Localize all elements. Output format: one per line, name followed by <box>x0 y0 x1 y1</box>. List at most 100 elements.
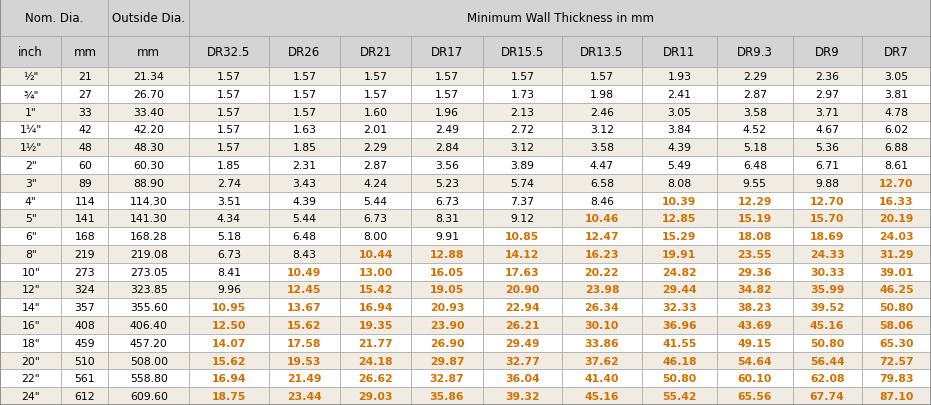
Text: 12.50: 12.50 <box>211 320 246 330</box>
Bar <box>562 139 641 157</box>
Text: mm: mm <box>137 46 160 59</box>
Text: 6.73: 6.73 <box>217 249 241 259</box>
Text: 406.40: 406.40 <box>129 320 168 330</box>
Text: 8.46: 8.46 <box>590 196 614 206</box>
Text: 8.08: 8.08 <box>668 178 692 188</box>
Bar <box>862 387 931 405</box>
Text: 1.57: 1.57 <box>435 72 459 82</box>
Bar <box>717 157 792 175</box>
Text: 1.57: 1.57 <box>217 125 241 135</box>
Bar <box>717 369 792 387</box>
Bar <box>792 37 862 68</box>
Text: 12.88: 12.88 <box>430 249 464 259</box>
Text: 3.12: 3.12 <box>510 143 534 153</box>
Bar <box>109 68 189 86</box>
Text: DR21: DR21 <box>359 46 392 59</box>
Text: Nom. Dia.: Nom. Dia. <box>25 12 84 25</box>
Text: 508.00: 508.00 <box>129 356 168 366</box>
Bar <box>0 298 61 316</box>
Text: 15.62: 15.62 <box>287 320 321 330</box>
Bar <box>269 281 340 298</box>
Bar <box>717 228 792 245</box>
Text: 219.08: 219.08 <box>129 249 168 259</box>
Bar <box>641 104 717 121</box>
Bar <box>269 245 340 263</box>
Text: 609.60: 609.60 <box>129 391 168 401</box>
Bar <box>862 210 931 228</box>
Bar <box>862 68 931 86</box>
Bar <box>482 68 562 86</box>
Text: 30.10: 30.10 <box>585 320 619 330</box>
Bar <box>269 210 340 228</box>
Text: 1.57: 1.57 <box>292 90 317 100</box>
Bar <box>562 281 641 298</box>
Text: 48.30: 48.30 <box>133 143 164 153</box>
Text: 32.87: 32.87 <box>429 373 465 384</box>
Bar <box>862 104 931 121</box>
Text: 37.62: 37.62 <box>585 356 619 366</box>
Bar <box>109 192 189 210</box>
Bar <box>562 228 641 245</box>
Bar <box>340 139 412 157</box>
Bar <box>0 281 61 298</box>
Bar <box>641 316 717 334</box>
Bar <box>862 334 931 352</box>
Text: 38.23: 38.23 <box>737 303 772 312</box>
Bar <box>717 281 792 298</box>
Text: 6.88: 6.88 <box>884 143 909 153</box>
Text: 43.69: 43.69 <box>737 320 772 330</box>
Bar <box>340 37 412 68</box>
Text: 1.57: 1.57 <box>292 72 317 82</box>
Bar <box>269 316 340 334</box>
Bar <box>412 263 482 281</box>
Text: 561: 561 <box>74 373 95 384</box>
Bar <box>0 263 61 281</box>
Text: 18": 18" <box>21 338 40 348</box>
Bar <box>562 369 641 387</box>
Bar <box>0 192 61 210</box>
Text: 4.39: 4.39 <box>292 196 317 206</box>
Bar <box>641 352 717 369</box>
Text: 6.48: 6.48 <box>743 161 767 171</box>
Bar <box>792 281 862 298</box>
Text: 6": 6" <box>25 232 36 241</box>
Bar <box>482 387 562 405</box>
Bar <box>412 387 482 405</box>
Text: 27: 27 <box>78 90 92 100</box>
Bar <box>0 369 61 387</box>
Text: Minimum Wall Thickness in mm: Minimum Wall Thickness in mm <box>466 12 654 25</box>
Text: 3.81: 3.81 <box>884 90 909 100</box>
Bar <box>189 210 269 228</box>
Text: 168: 168 <box>74 232 95 241</box>
Bar <box>61 298 109 316</box>
Bar <box>412 68 482 86</box>
Text: 65.56: 65.56 <box>737 391 772 401</box>
Bar <box>109 0 189 37</box>
Text: 1.57: 1.57 <box>292 107 317 117</box>
Bar <box>340 281 412 298</box>
Text: 19.35: 19.35 <box>358 320 393 330</box>
Bar <box>482 157 562 175</box>
Bar <box>340 369 412 387</box>
Bar <box>189 387 269 405</box>
Bar <box>61 352 109 369</box>
Bar <box>562 245 641 263</box>
Text: 3.89: 3.89 <box>510 161 534 171</box>
Bar <box>340 352 412 369</box>
Text: 5.36: 5.36 <box>816 143 839 153</box>
Bar <box>412 316 482 334</box>
Text: 16.94: 16.94 <box>211 373 246 384</box>
Bar <box>482 37 562 68</box>
Text: 15.19: 15.19 <box>737 214 772 224</box>
Bar <box>482 175 562 192</box>
Text: 1.96: 1.96 <box>435 107 459 117</box>
Bar <box>562 192 641 210</box>
Bar <box>269 387 340 405</box>
Text: 16.23: 16.23 <box>585 249 619 259</box>
Bar <box>340 387 412 405</box>
Bar <box>641 281 717 298</box>
Bar <box>109 245 189 263</box>
Bar <box>641 157 717 175</box>
Text: 1.85: 1.85 <box>217 161 241 171</box>
Bar <box>412 37 482 68</box>
